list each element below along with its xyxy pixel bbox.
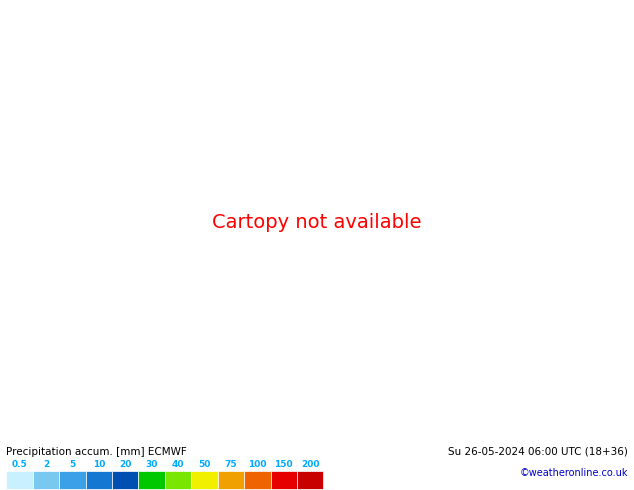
Text: 150: 150 <box>275 460 293 469</box>
Bar <box>6 470 33 489</box>
Text: 10: 10 <box>93 460 105 469</box>
Bar <box>33 470 59 489</box>
Text: 20: 20 <box>119 460 131 469</box>
Text: 0.5: 0.5 <box>11 460 27 469</box>
Text: 40: 40 <box>172 460 184 469</box>
Bar <box>112 470 138 489</box>
Bar <box>217 470 244 489</box>
Text: Su 26-05-2024 06:00 UTC (18+36): Su 26-05-2024 06:00 UTC (18+36) <box>448 447 628 457</box>
Text: 2: 2 <box>43 460 49 469</box>
Text: ©weatheronline.co.uk: ©weatheronline.co.uk <box>519 468 628 478</box>
Bar <box>59 470 86 489</box>
Text: 75: 75 <box>224 460 237 469</box>
Text: 5: 5 <box>69 460 75 469</box>
Bar <box>138 470 165 489</box>
Bar <box>244 470 271 489</box>
Bar <box>271 470 297 489</box>
Text: Cartopy not available: Cartopy not available <box>212 214 422 232</box>
Text: 30: 30 <box>145 460 158 469</box>
Bar <box>86 470 112 489</box>
Text: 50: 50 <box>198 460 210 469</box>
Bar <box>165 470 191 489</box>
Text: 100: 100 <box>248 460 266 469</box>
Bar <box>297 470 323 489</box>
Bar <box>191 470 217 489</box>
Text: Precipitation accum. [mm] ECMWF: Precipitation accum. [mm] ECMWF <box>6 447 187 457</box>
Text: 200: 200 <box>301 460 320 469</box>
